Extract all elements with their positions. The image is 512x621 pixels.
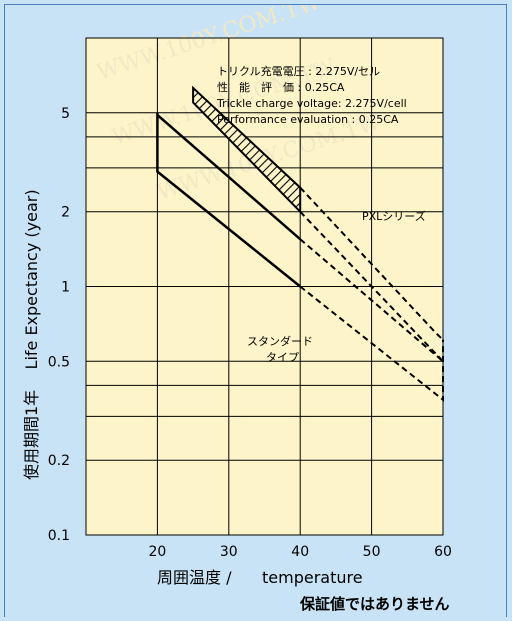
annotation-line-2: 性 能 評 価 : 0.25CA xyxy=(217,80,345,94)
y-tick-label: 0.5 xyxy=(48,354,70,370)
x-tick-label: 20 xyxy=(148,544,166,560)
y-tick-label: 0.1 xyxy=(48,528,70,544)
y-tick-label: 0.2 xyxy=(48,453,70,469)
chart: WWW.100Y.COM.TWWWW.100Y.COM.TWWWW.100Y.C… xyxy=(22,5,452,613)
x-tick-label: 40 xyxy=(291,544,309,560)
y-tick-label: 2 xyxy=(61,205,70,221)
series-line-dashed xyxy=(299,186,444,341)
series-line-dashed xyxy=(299,211,444,362)
series-line-dashed xyxy=(299,238,444,363)
annotation-line-1: トリクル充電電圧 : 2.275V/セル xyxy=(217,64,380,78)
x-tick-label: 60 xyxy=(434,544,452,560)
annotation-line-4: Performance evaluation : 0.25CA xyxy=(217,113,399,126)
y-tick-label: 5 xyxy=(61,106,70,122)
series-line-solid xyxy=(156,114,302,241)
y-tick-label: 1 xyxy=(61,280,70,296)
annotation-line-3: Trickle charge voltage: 2.275V/cell xyxy=(216,97,407,110)
x-tick-label: 50 xyxy=(363,544,381,560)
plot-border xyxy=(85,37,444,536)
x-axis-label: 周囲温度 / temperature xyxy=(157,568,363,587)
standard-type-label-1: スタンダード xyxy=(247,334,313,348)
pxl-series-label: PXLシリーズ xyxy=(362,209,426,223)
disclaimer-note: 保証値ではありません xyxy=(299,595,450,613)
standard-type-label-2: タイプ xyxy=(266,351,299,364)
y-axis-label: 使用期間1年 Life Expectancy (year) xyxy=(22,189,41,480)
annotation-box: トリクル充電電圧 : 2.275V/セル 性 能 評 価 : 0.25CA Tr… xyxy=(216,64,407,126)
x-tick-label: 30 xyxy=(220,544,238,560)
series-layer xyxy=(156,85,444,402)
series-line-solid xyxy=(156,112,301,288)
y-tick-labels: 0.1 0.2 0.5 1 2 5 xyxy=(48,106,70,544)
figure-frame: WWW.100Y.COM.TWWWW.100Y.COM.TWWWW.100Y.C… xyxy=(4,4,507,617)
x-tick-labels: 20 30 40 50 60 xyxy=(148,544,451,560)
